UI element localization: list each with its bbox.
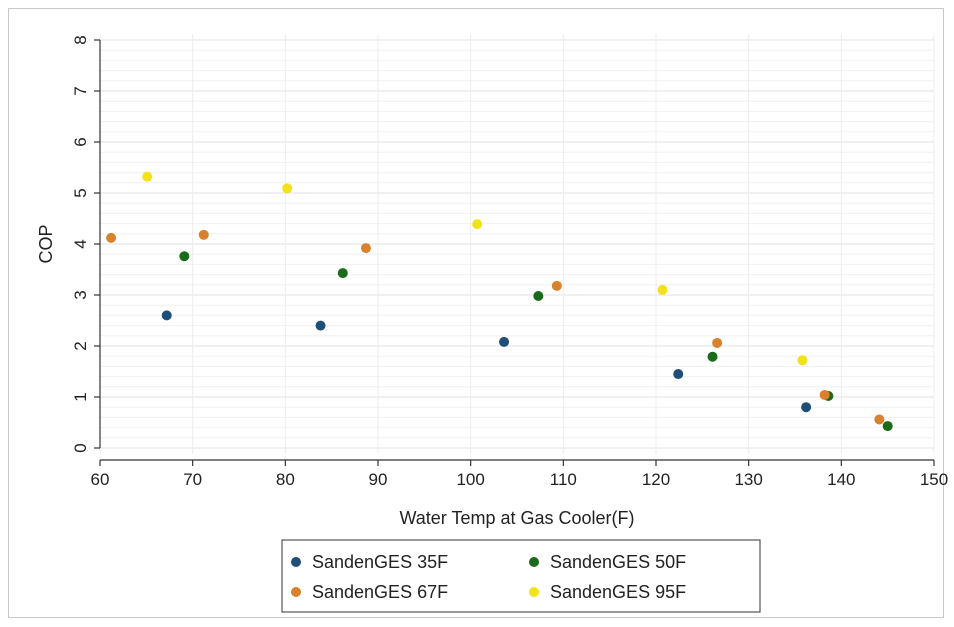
y-tick-label: 8 (71, 35, 90, 44)
data-point-series-2 (179, 251, 189, 261)
x-tick-label: 120 (642, 470, 670, 489)
data-point-series-1 (673, 369, 683, 379)
legend: SandenGES 35F SandenGES 50F SandenGES 67F S… (282, 540, 760, 612)
data-point-series-4 (142, 172, 152, 182)
data-point-series-4 (282, 183, 292, 193)
x-tick-label: 150 (920, 470, 948, 489)
x-tick-label: 70 (183, 470, 202, 489)
legend-label: SandenGES 35F (312, 552, 448, 572)
data-point-series-2 (533, 291, 543, 301)
x-tick-label: 60 (91, 470, 110, 489)
x-axis-ticks: 60 70 80 90 100 110 120 130 140 150 (91, 460, 949, 489)
x-tick-label: 80 (276, 470, 295, 489)
legend-label: SandenGES 95F (550, 582, 686, 602)
y-tick-label: 1 (71, 392, 90, 401)
x-tick-label: 100 (456, 470, 484, 489)
y-axis-title: COP (36, 224, 56, 263)
legend-marker (291, 587, 301, 597)
x-axis-title: Water Temp at Gas Cooler(F) (399, 508, 634, 528)
data-point-series-4 (472, 219, 482, 229)
legend-marker (291, 557, 301, 567)
x-tick-label: 90 (369, 470, 388, 489)
data-point-series-3 (552, 281, 562, 291)
y-tick-label: 2 (71, 341, 90, 350)
data-point-series-3 (820, 390, 830, 400)
y-tick-label: 3 (71, 290, 90, 299)
data-point-series-1 (316, 321, 326, 331)
data-point-series-2 (338, 268, 348, 278)
data-point-series-2 (708, 352, 718, 362)
data-point-series-1 (162, 310, 172, 320)
data-point-series-4 (657, 285, 667, 295)
data-point-series-3 (874, 414, 884, 424)
x-tick-label: 110 (550, 470, 577, 489)
x-tick-label: 140 (827, 470, 855, 489)
legend-label: SandenGES 50F (550, 552, 686, 572)
legend-marker (529, 587, 539, 597)
y-axis-ticks: 0 1 2 3 4 5 6 7 8 (71, 35, 100, 452)
data-point-series-3 (712, 338, 722, 348)
data-point-series-2 (883, 421, 893, 431)
data-point-series-3 (106, 233, 116, 243)
y-tick-label: 7 (71, 86, 90, 95)
x-tick-label: 130 (734, 470, 762, 489)
legend-marker (529, 557, 539, 567)
data-point-series-3 (361, 243, 371, 253)
data-point-series-3 (199, 230, 209, 240)
y-tick-label: 6 (71, 137, 90, 146)
y-tick-label: 4 (71, 239, 90, 248)
data-point-series-1 (801, 402, 811, 412)
data-point-series-1 (499, 337, 509, 347)
y-tick-label: 0 (71, 443, 90, 452)
data-point-series-4 (797, 355, 807, 365)
y-tick-label: 5 (71, 188, 90, 197)
legend-label: SandenGES 67F (312, 582, 448, 602)
